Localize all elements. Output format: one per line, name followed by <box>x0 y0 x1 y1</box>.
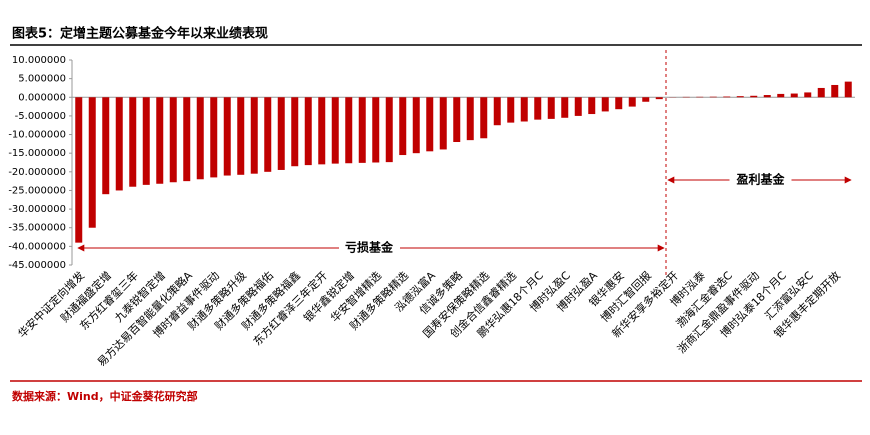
bar <box>75 97 82 242</box>
bar <box>440 97 447 149</box>
bar <box>480 97 487 138</box>
y-tick-label: -45.000000 <box>8 260 66 271</box>
source: 数据来源：Wind，中证金葵花研究部 <box>12 389 198 403</box>
bar <box>723 97 730 98</box>
bar <box>642 97 649 101</box>
y-tick-label: -20.000000 <box>8 167 66 178</box>
bar <box>534 97 541 119</box>
bar <box>521 97 528 121</box>
bar <box>332 97 339 163</box>
bar <box>156 97 163 183</box>
bar <box>737 96 744 97</box>
y-tick-label: -25.000000 <box>8 185 66 196</box>
loss-label: 亏损基金 <box>345 240 394 255</box>
bar <box>548 97 555 119</box>
bar <box>453 97 460 142</box>
bar <box>602 97 609 111</box>
bar <box>359 97 366 163</box>
bar <box>575 97 582 116</box>
bar <box>210 97 217 177</box>
y-tick-label: 5.000000 <box>18 74 66 85</box>
bar <box>804 92 811 97</box>
bar <box>197 97 204 179</box>
bar <box>818 88 825 97</box>
bar <box>845 82 852 98</box>
y-tick-label: -10.000000 <box>8 130 66 141</box>
bar <box>629 97 636 106</box>
bar <box>467 97 474 140</box>
bar <box>615 97 622 109</box>
y-tick-label: -5.000000 <box>15 111 66 122</box>
bar <box>116 97 123 190</box>
bar <box>143 97 150 185</box>
bar <box>831 85 838 97</box>
bar <box>777 94 784 97</box>
bar <box>318 97 325 164</box>
bar <box>102 97 109 194</box>
bar <box>656 97 663 99</box>
bar <box>750 96 757 97</box>
bar <box>561 97 568 118</box>
bar <box>183 97 190 181</box>
y-tick-label: -35.000000 <box>8 223 66 234</box>
y-tick-label: 0.000000 <box>18 92 66 103</box>
bar <box>426 97 433 151</box>
bar <box>251 97 258 173</box>
bar <box>399 97 406 155</box>
bar <box>764 95 771 97</box>
bar <box>791 94 798 98</box>
bar <box>170 97 177 182</box>
bar <box>345 97 352 163</box>
bar <box>224 97 231 175</box>
bar <box>413 97 420 153</box>
bar <box>89 97 96 227</box>
bar <box>507 97 514 122</box>
bar <box>386 97 393 162</box>
bar <box>291 97 298 166</box>
bar <box>588 97 595 114</box>
bar <box>494 97 501 125</box>
y-tick-label: 10.000000 <box>12 55 66 66</box>
bar <box>710 97 717 98</box>
bar <box>278 97 285 170</box>
bar <box>305 97 312 165</box>
bar <box>237 97 244 175</box>
bar <box>129 97 136 186</box>
y-tick-label: -30.000000 <box>8 204 66 215</box>
y-tick-label: -15.000000 <box>8 148 66 159</box>
profit-label: 盈利基金 <box>735 172 785 187</box>
bar <box>264 97 271 172</box>
chart-title: 图表5：定增主题公募基金今年以来业绩表现 <box>12 26 268 42</box>
bar <box>372 97 379 162</box>
y-tick-label: -40.000000 <box>8 241 66 252</box>
